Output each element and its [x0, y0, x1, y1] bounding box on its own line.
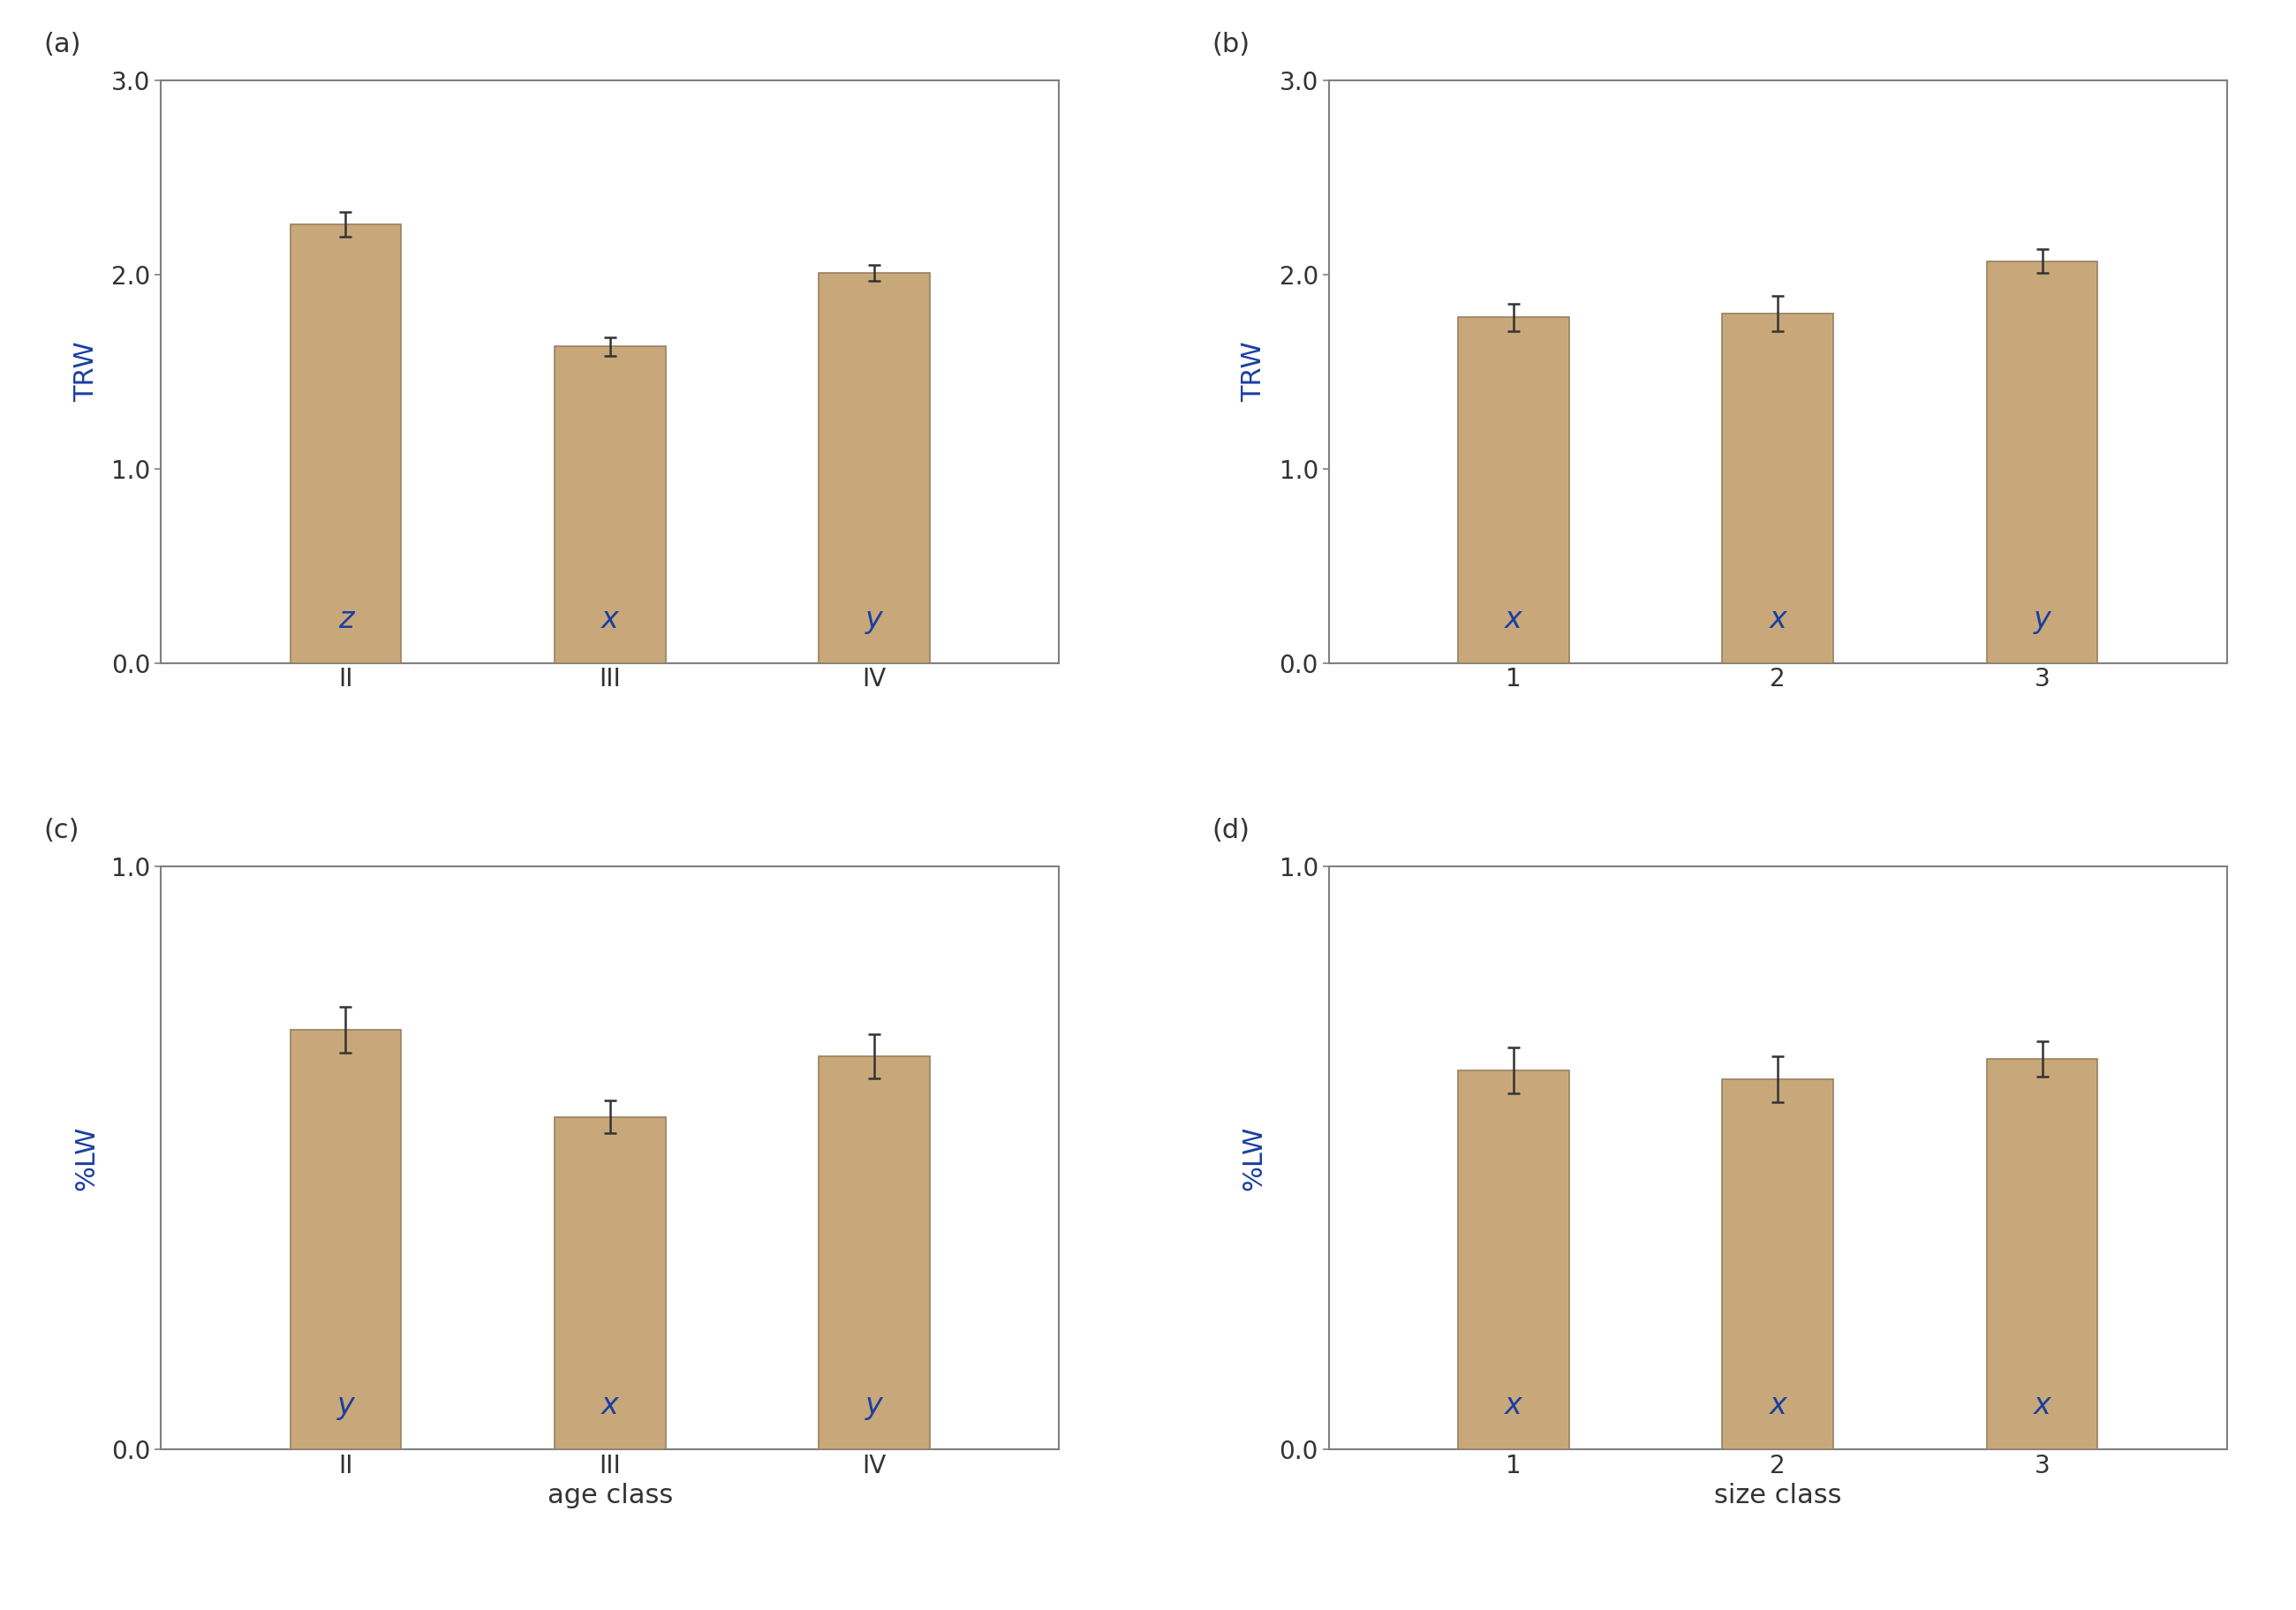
Text: (a): (a) [44, 32, 80, 58]
Text: x: x [602, 1391, 618, 1420]
Text: y: y [866, 605, 884, 634]
Text: x: x [1770, 605, 1786, 634]
Text: y: y [338, 1391, 354, 1420]
Bar [289, 224, 402, 663]
Bar [289, 1030, 402, 1449]
Y-axis label: TRW: TRW [1242, 341, 1267, 402]
Text: x: x [1504, 605, 1522, 634]
Y-axis label: TRW: TRW [73, 341, 99, 402]
X-axis label: size class: size class [1715, 1483, 1841, 1509]
Text: x: x [1504, 1391, 1522, 1420]
Bar [1458, 1071, 1568, 1449]
Bar [1986, 261, 2099, 663]
Bar [1722, 314, 1835, 663]
Bar [820, 1056, 930, 1449]
Y-axis label: %LW: %LW [1242, 1125, 1267, 1190]
Bar [553, 346, 666, 663]
Text: (b): (b) [1212, 32, 1249, 58]
Y-axis label: %LW: %LW [73, 1125, 99, 1190]
Text: x: x [1770, 1391, 1786, 1420]
Bar [1986, 1059, 2099, 1449]
Text: y: y [2034, 605, 2050, 634]
Text: y: y [866, 1391, 884, 1420]
Bar [1458, 317, 1568, 663]
X-axis label: age class: age class [546, 1483, 673, 1509]
Text: (d): (d) [1212, 818, 1249, 844]
Bar [553, 1117, 666, 1449]
Text: x: x [602, 605, 618, 634]
Text: x: x [2034, 1391, 2050, 1420]
Bar [1722, 1079, 1835, 1449]
Bar [820, 272, 930, 663]
Text: (c): (c) [44, 818, 80, 844]
Text: z: z [338, 605, 354, 634]
